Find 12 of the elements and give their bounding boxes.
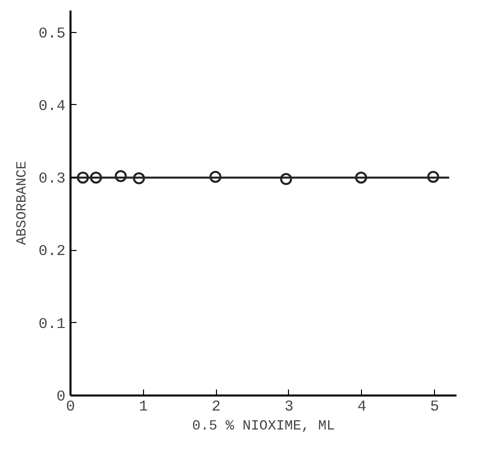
y-tick-label: 0.2 xyxy=(38,243,66,260)
y-axis-title: ABSORBANCE xyxy=(14,160,30,246)
y-tick-label: 0.3 xyxy=(38,170,66,188)
y-tick-label: 0.5 xyxy=(38,25,66,42)
x-tick-label: 3 xyxy=(284,398,294,416)
x-tick-label: 4 xyxy=(357,398,366,416)
x-tick-label: 2 xyxy=(212,398,221,416)
x-axis-title: 0.5 % NIOXIME, ML xyxy=(192,418,335,434)
y-tick-label: 0.1 xyxy=(38,316,66,333)
x-tick-label: 1 xyxy=(138,398,148,416)
y-tick-label: 0.4 xyxy=(38,98,66,115)
x-tick-label: 5 xyxy=(430,398,440,416)
